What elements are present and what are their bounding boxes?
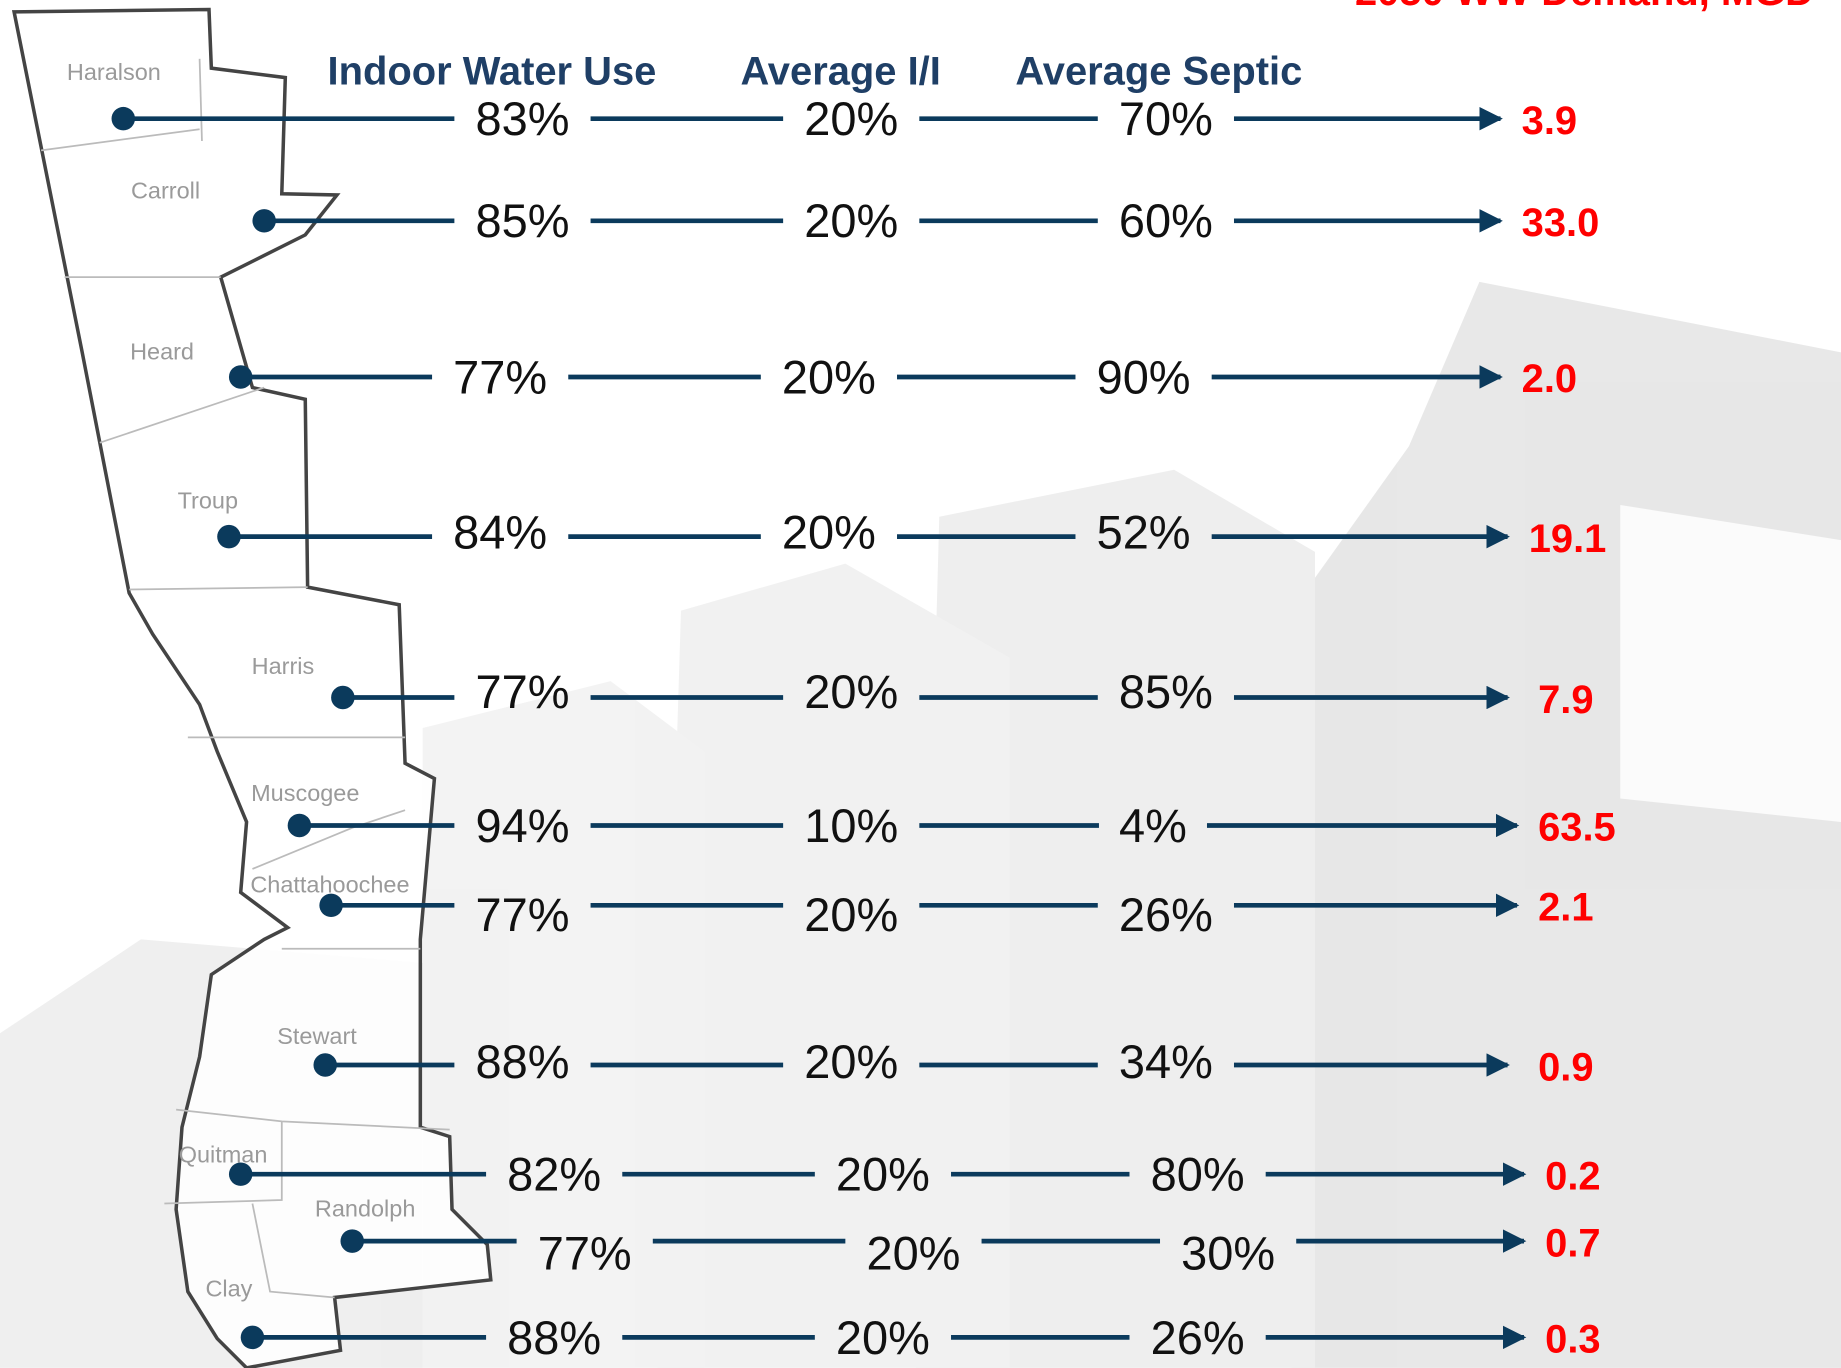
percent-value: 20% (836, 1148, 930, 1201)
demand-value: 2.0 (1522, 357, 1577, 401)
county-label: Muscogee (251, 780, 359, 806)
percent-value: 77% (475, 665, 569, 718)
percent-value: 77% (475, 888, 569, 941)
county-label: Clay (205, 1275, 252, 1301)
demand-value: 0.9 (1538, 1045, 1593, 1089)
column-header: Indoor Water Use (327, 50, 656, 94)
county-label: Randolph (315, 1195, 415, 1221)
percent-value: 82% (507, 1148, 601, 1201)
percent-value: 60% (1119, 194, 1213, 247)
county-dot (331, 685, 355, 710)
county-dot (340, 1229, 364, 1253)
county-dot (228, 1162, 253, 1186)
county-dot (252, 209, 276, 233)
county-map (11, 7, 493, 1368)
county-dot (313, 1053, 337, 1077)
percent-value: 80% (1151, 1148, 1245, 1201)
percent-value: 26% (1119, 888, 1213, 941)
column-header: Average I/I (740, 50, 940, 94)
column-header: Average Septic (1015, 50, 1302, 94)
percent-value: 4% (1119, 799, 1187, 852)
percent-value: 26% (1151, 1311, 1245, 1364)
county-label: Chattahoochee (250, 871, 409, 897)
percent-value: 20% (866, 1226, 960, 1279)
county-label: Harris (252, 653, 315, 679)
percent-value: 90% (1097, 350, 1191, 403)
percent-value: 77% (538, 1226, 632, 1279)
county-label: Heard (130, 338, 194, 364)
percent-value: 20% (804, 888, 898, 941)
percent-value: 84% (453, 505, 547, 558)
demand-value: 0.7 (1545, 1221, 1600, 1265)
percent-value: 70% (1119, 92, 1213, 145)
percent-value: 20% (836, 1311, 930, 1364)
county-label: Carroll (131, 178, 200, 204)
percent-value: 20% (804, 92, 898, 145)
percent-value: 94% (475, 799, 569, 852)
percent-value: 20% (782, 350, 876, 403)
county-label: Troup (178, 487, 238, 513)
demand-value: 33.0 (1522, 201, 1600, 245)
county-dot (319, 893, 343, 918)
percent-value: 88% (475, 1035, 569, 1088)
percent-value: 83% (475, 92, 569, 145)
county-dot (228, 365, 253, 389)
demand-value: 2.1 (1538, 886, 1593, 930)
percent-value: 34% (1119, 1035, 1213, 1088)
demand-value: 7.9 (1538, 678, 1593, 722)
percent-value: 10% (804, 799, 898, 852)
county-dot (111, 106, 136, 131)
percent-value: 20% (804, 194, 898, 247)
county-label: Quitman (179, 1141, 268, 1167)
percent-value: 85% (1119, 665, 1213, 718)
demand-value: 3.9 (1522, 99, 1577, 143)
county-dot (240, 1325, 265, 1350)
county-label: Stewart (277, 1023, 357, 1049)
demand-value: 0.3 (1545, 1318, 1600, 1362)
percent-value: 85% (475, 194, 569, 247)
percent-value: 20% (804, 1035, 898, 1088)
demand-value: 19.1 (1529, 517, 1607, 561)
percent-value: 88% (507, 1311, 601, 1364)
county-dot (287, 813, 312, 838)
percent-value: 20% (782, 505, 876, 558)
demand-value: 0.2 (1545, 1154, 1600, 1198)
county-dot (217, 524, 241, 549)
background-houses (0, 281, 1841, 1368)
percent-value: 20% (804, 665, 898, 718)
percent-value: 77% (453, 350, 547, 403)
percent-value: 30% (1181, 1226, 1275, 1279)
percent-value: 52% (1097, 505, 1191, 558)
county-label: Haralson (67, 59, 161, 85)
demand-value: 63.5 (1538, 806, 1616, 850)
title: 2050 WW Demand, MGD (1355, 0, 1814, 14)
